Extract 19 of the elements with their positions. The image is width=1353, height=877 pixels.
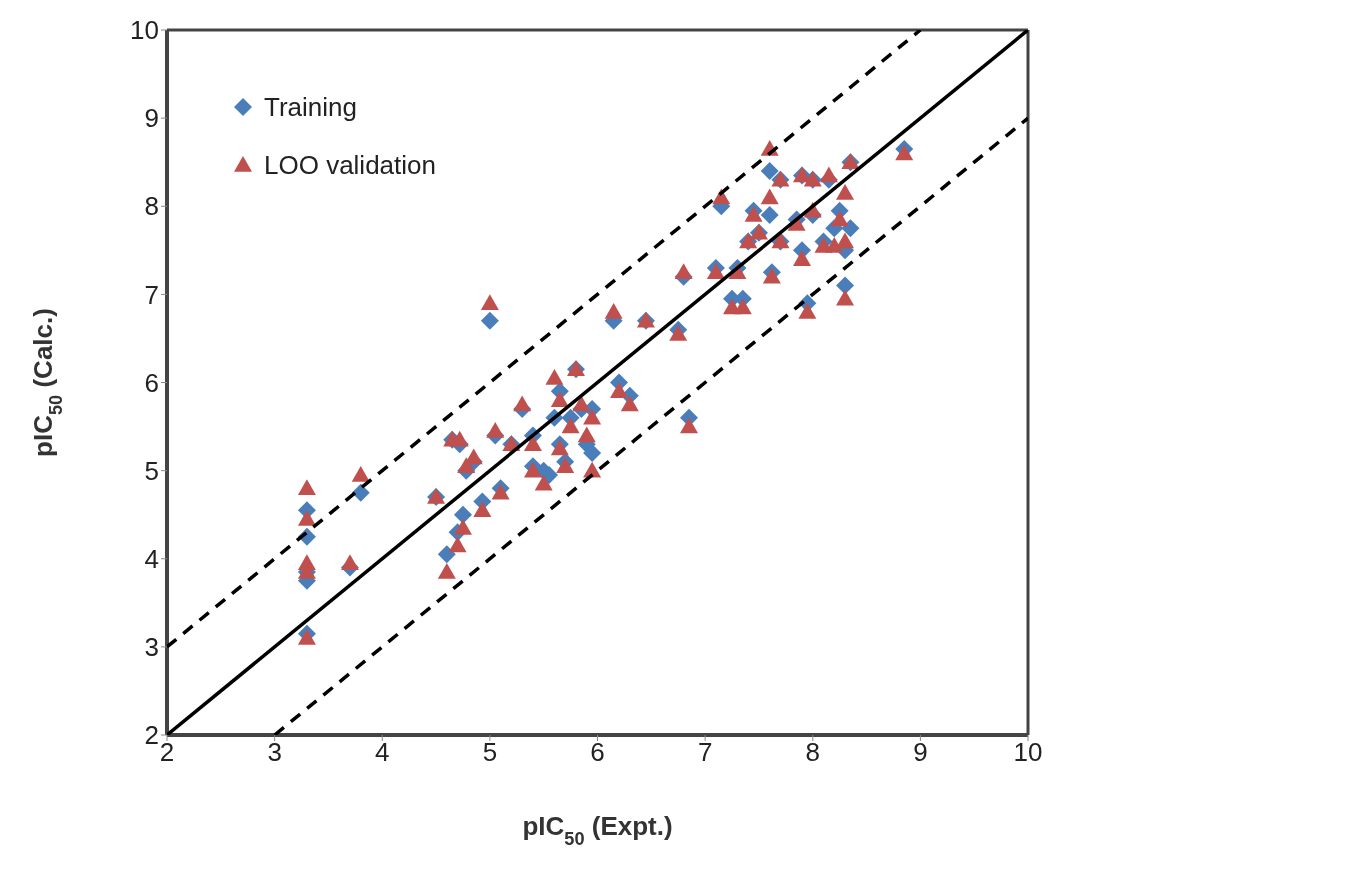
x-tick-label: 4 [375,737,390,768]
y-tick-label: 3 [144,632,159,663]
y-tick-label: 8 [144,191,159,222]
legend-label: LOO validation [264,149,436,181]
y-tick-label: 7 [144,279,159,310]
x-tick-label: 5 [482,737,498,768]
y-tick-label: 6 [144,367,159,398]
x-tick-label: 8 [805,737,820,768]
x-tick-label: 6 [590,737,605,768]
x-tick-label: 9 [913,737,928,768]
y-tick-label: 4 [144,543,159,574]
x-axis-title: pIC$_{50}$ (Expt.) [522,811,673,849]
legend-label: Training [264,91,357,123]
y-tick-label: 9 [144,103,159,134]
x-tick-label: 10 [1013,737,1043,768]
x-tick-label: 7 [697,737,713,768]
y-tick-label: 5 [144,455,159,486]
y-tick-label: 10 [130,15,159,46]
x-tick-label: 3 [267,737,282,768]
